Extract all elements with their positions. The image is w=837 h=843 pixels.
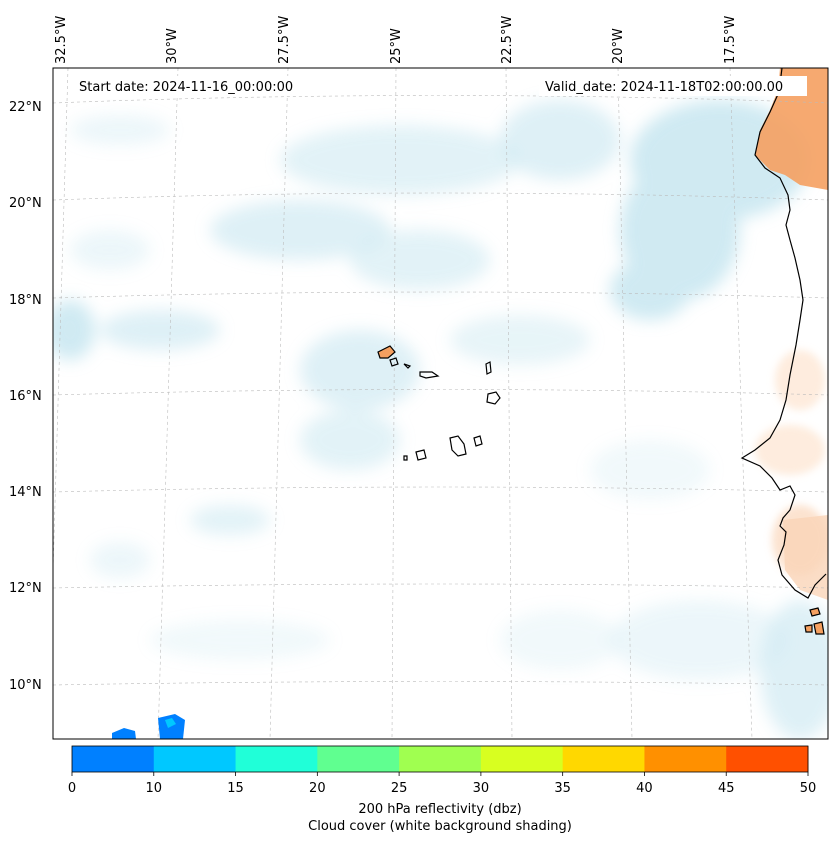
- lat-label: 10°N: [9, 678, 42, 693]
- lat-label: 14°N: [9, 485, 42, 500]
- colorbar-tick-label: 30: [473, 781, 490, 796]
- colorbar-tick-label: 40: [636, 781, 653, 796]
- colorbar-tick-label: 35: [554, 781, 571, 796]
- reflectivity-cells: [112, 714, 185, 739]
- colorbar-caption-1: 200 hPa reflectivity (dbz): [358, 802, 521, 817]
- lon-label: 22.5°W: [500, 16, 515, 64]
- lat-label: 22°N: [9, 100, 42, 115]
- colorbar-segment: [480, 746, 564, 772]
- valid-date-label: Valid_date: 2024-11-18T02:00:00.00: [545, 80, 783, 95]
- colorbar-segment: [235, 746, 318, 772]
- lon-label: 20°W: [611, 28, 626, 64]
- lat-label: 12°N: [9, 581, 42, 596]
- colorbar-tick-label: 20: [309, 781, 326, 796]
- colorbar-segment: [562, 746, 645, 772]
- colorbar-segment: [644, 746, 727, 772]
- colorbar-tick-label: 50: [800, 781, 817, 796]
- colorbar-segments: [72, 746, 809, 772]
- colorbar-tick-label: 45: [718, 781, 735, 796]
- lon-label: 17.5°W: [723, 16, 738, 64]
- lat-label: 20°N: [9, 196, 42, 211]
- colorbar-segment: [399, 746, 482, 772]
- colorbar-segment: [153, 746, 237, 772]
- colorbar-tick-label: 10: [146, 781, 163, 796]
- colorbar-segment: [726, 746, 809, 772]
- colorbar-caption-2: Cloud cover (white background shading): [308, 819, 572, 834]
- lon-label: 27.5°W: [277, 16, 292, 64]
- cloud-cover-layer: [53, 100, 828, 739]
- lon-label: 32.5°W: [54, 16, 69, 64]
- colorbar-tick-label: 25: [391, 781, 408, 796]
- map-border: [52, 67, 829, 740]
- colorbar-tick-label: 15: [227, 781, 244, 796]
- longitude-labels: 32.5°W 30°W 27.5°W 25°W 22.5°W 20°W 17.5…: [54, 16, 738, 64]
- coastlines: [377, 68, 827, 635]
- lat-label: 16°N: [9, 389, 42, 404]
- lon-label: 30°W: [165, 28, 180, 64]
- colorbar-segment: [317, 746, 400, 772]
- colorbar-tick-label: 0: [68, 781, 76, 796]
- lat-label: 18°N: [9, 293, 42, 308]
- lon-label: 25°W: [389, 28, 404, 64]
- colorbar-segment: [72, 746, 155, 772]
- start-date-label: Start date: 2024-11-16_00:00:00: [79, 80, 293, 95]
- colorbar: 0 10 15 20 25 30 35 40 45 50 200 hPa reflectivity…: [68, 745, 816, 834]
- graticule: [53, 68, 828, 739]
- colorbar-ticks: 0 10 15 20 25 30 35 40 45 50: [68, 772, 816, 796]
- latitude-labels: 22°N 20°N 18°N 16°N 14°N 12°N 10°N: [9, 100, 42, 693]
- land-shading: [755, 68, 828, 600]
